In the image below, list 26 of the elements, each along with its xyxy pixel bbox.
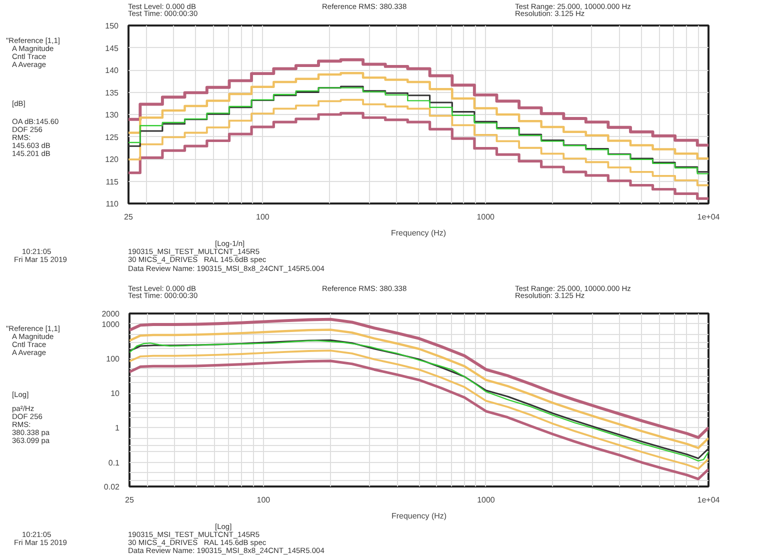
x-tick-label: 25 [125, 496, 134, 504]
x-tick-label: 1e+04 [697, 496, 720, 504]
y-tick-label: 140 [105, 66, 120, 75]
x-tick-label: 1000 [477, 496, 496, 504]
y-tick-label: 150 [105, 22, 120, 30]
y-tick-label: 120 [105, 155, 120, 164]
x-tick-label: 25 [124, 212, 134, 222]
x-axis-title: Frequency (Hz) [391, 512, 447, 520]
y-tick-label: 0.02 [104, 482, 120, 492]
x-tick-label: 100 [256, 212, 270, 222]
x-tick-label: 100 [256, 496, 271, 504]
y-tick-label: 110 [106, 200, 120, 208]
x-tick-label: 1e+04 [697, 212, 720, 222]
x-axis-title: Frequency (Hz) [390, 228, 446, 238]
x-tick-label: 1000 [476, 212, 496, 222]
y-tick-label: 115 [106, 177, 120, 186]
y-tick-label: 0.1 [108, 458, 120, 468]
y-tick-label: 125 [105, 132, 120, 142]
y-tick-label: 10 [110, 389, 120, 398]
y-tick-label: 2000 [102, 310, 120, 318]
y-tick-label: 100 [106, 354, 120, 364]
y-tick-label: 1000 [102, 320, 120, 329]
y-tick-label: 130 [105, 110, 120, 120]
y-tick-label: 145 [105, 44, 120, 53]
y-tick-label: 135 [105, 88, 120, 98]
y-tick-label: 1 [115, 424, 120, 433]
